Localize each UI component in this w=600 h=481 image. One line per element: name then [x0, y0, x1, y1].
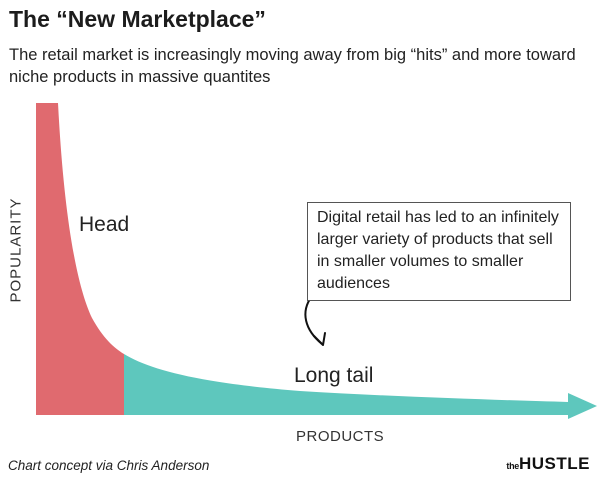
annotation-box: Digital retail has led to an infinitely …: [307, 202, 571, 301]
head-area: [36, 103, 124, 415]
y-axis-label: POPULARITY: [7, 197, 25, 303]
source-credit: Chart concept via Chris Anderson: [8, 458, 210, 473]
x-axis-label: PRODUCTS: [296, 428, 385, 445]
head-label: Head: [79, 213, 130, 236]
logo-prefix: the: [506, 461, 519, 471]
logo-brand: HUSTLE: [519, 454, 590, 473]
chart-subtitle: The retail market is increasingly moving…: [9, 46, 576, 86]
long-tail-label: Long tail: [294, 364, 374, 387]
chart-title: The “New Marketplace”: [9, 6, 266, 32]
hustle-logo: theHUSTLE: [506, 454, 590, 474]
callout-arrow: [304, 295, 326, 346]
long-tail-area: [124, 354, 597, 419]
